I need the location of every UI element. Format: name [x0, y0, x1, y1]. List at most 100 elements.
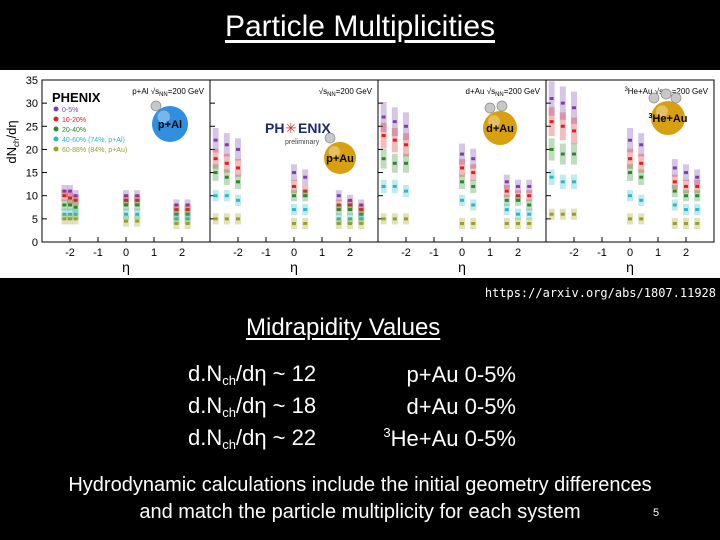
data-point	[213, 157, 218, 161]
data-point	[62, 203, 67, 207]
conclusion-line-1: Hydrodynamic calculations include the in…	[68, 474, 652, 496]
data-point	[684, 184, 688, 188]
nucleus-icon	[152, 106, 188, 142]
y-tick-label: 10	[26, 191, 38, 203]
data-point	[572, 129, 576, 133]
data-point	[628, 217, 632, 221]
data-point	[504, 189, 509, 193]
data-point	[213, 138, 218, 142]
data-point	[185, 221, 190, 225]
data-point	[381, 217, 386, 221]
data-point	[124, 198, 128, 202]
panel-2: -2 -1 0 1 2 η √sNN=200 GeV p+Au	[209, 79, 379, 275]
data-point	[73, 212, 78, 216]
data-point	[516, 198, 520, 202]
data-point	[135, 194, 140, 198]
data-point	[236, 198, 240, 202]
nucleus-highlight	[157, 110, 170, 124]
data-point	[292, 171, 296, 175]
legend-label: 40-60% (74%, p+Al)	[62, 137, 125, 144]
data-point	[73, 194, 78, 198]
data-point	[336, 221, 341, 225]
nucleus-icon	[324, 142, 356, 174]
data-point	[549, 97, 554, 101]
nucleus-icon	[483, 111, 517, 145]
slide-title: Particle Multiplicities	[0, 10, 720, 44]
data-point	[336, 194, 341, 198]
data-point	[404, 124, 408, 128]
panel-header: d+Au √sNN=200 GeV	[466, 87, 541, 98]
nucleon-icon	[496, 100, 508, 112]
data-point	[174, 217, 179, 221]
legend-marker	[53, 136, 59, 142]
x-tick-label: -1	[429, 247, 439, 259]
data-point	[336, 208, 341, 212]
data-point	[348, 198, 352, 202]
data-point	[359, 208, 364, 212]
data-point	[348, 217, 352, 221]
panel-1: -2 -1 0 1 2 η p+Al √sNN=200 GeV p+Al	[41, 79, 211, 275]
panel-3: -2 -1 0 1 2 η d+Au √sNN=200 GeV d+Au	[377, 79, 547, 275]
midrapidity-value-3: d.Nch/dη ~ 22	[188, 425, 317, 452]
nucleus-highlight	[656, 105, 668, 118]
data-point	[404, 217, 408, 221]
x-tick-label: 1	[151, 247, 157, 259]
data-point	[684, 221, 688, 225]
x-tick-label: 0	[459, 247, 465, 259]
data-point	[639, 161, 644, 165]
y-tick-label: 20	[26, 144, 38, 156]
data-point	[185, 212, 190, 216]
data-point	[135, 203, 140, 207]
x-tick-label: 1	[319, 247, 325, 259]
data-point	[336, 217, 341, 221]
midrapidity-value-2: d.Nch/dη ~ 18	[188, 393, 317, 420]
data-point	[684, 194, 688, 198]
x-axis-label: η	[290, 259, 298, 275]
x-tick-label: 1	[487, 247, 493, 259]
x-axis-label: η	[626, 259, 634, 275]
data-point	[639, 217, 644, 221]
data-point	[381, 157, 386, 161]
data-point	[560, 101, 565, 105]
data-point	[381, 115, 386, 119]
conclusion-text: Hydrodynamic calculations include the in…	[0, 472, 720, 526]
data-point	[404, 143, 408, 147]
data-point	[124, 194, 128, 198]
panels: -2 -1 0 1 2 η p+Al √sNN=200 GeV p+Al -2 -1 0 1 2 η √sN…	[41, 79, 715, 275]
nucleon-icon	[648, 92, 660, 104]
data-point	[348, 203, 352, 207]
data-point	[135, 219, 140, 223]
phenix-label: PHENIX	[52, 90, 101, 105]
data-point	[695, 221, 700, 225]
data-point	[303, 175, 308, 179]
data-point	[392, 217, 397, 221]
data-point	[392, 184, 397, 188]
data-point	[62, 194, 67, 198]
data-point	[516, 184, 520, 188]
data-point	[392, 120, 397, 124]
data-point	[62, 217, 67, 221]
data-point	[527, 203, 532, 207]
data-point	[549, 175, 554, 179]
data-point	[124, 203, 128, 207]
data-point	[348, 208, 352, 212]
data-point	[213, 171, 218, 175]
x-tick-label: 1	[655, 247, 661, 259]
data-point	[303, 221, 308, 225]
data-point	[471, 184, 476, 188]
multiplicity-figure: dNch/dη 35 30 25 20 15 10 5 0 -2 -1 0 1 2 η p+Al √sNN…	[0, 70, 720, 278]
slide-title-text: Particle Multiplicities	[224, 10, 496, 43]
midrapidity-value-1: d.Nch/dη ~ 12	[188, 361, 317, 388]
x-tick-label: -2	[569, 247, 579, 259]
data-point	[124, 212, 128, 216]
data-point	[224, 143, 229, 147]
x-tick-label: -2	[233, 247, 243, 259]
data-point	[124, 219, 128, 223]
data-point	[516, 212, 520, 216]
data-point	[68, 212, 72, 216]
data-point	[549, 147, 554, 151]
data-point	[174, 221, 179, 225]
data-point	[185, 203, 190, 207]
data-point	[471, 157, 476, 161]
